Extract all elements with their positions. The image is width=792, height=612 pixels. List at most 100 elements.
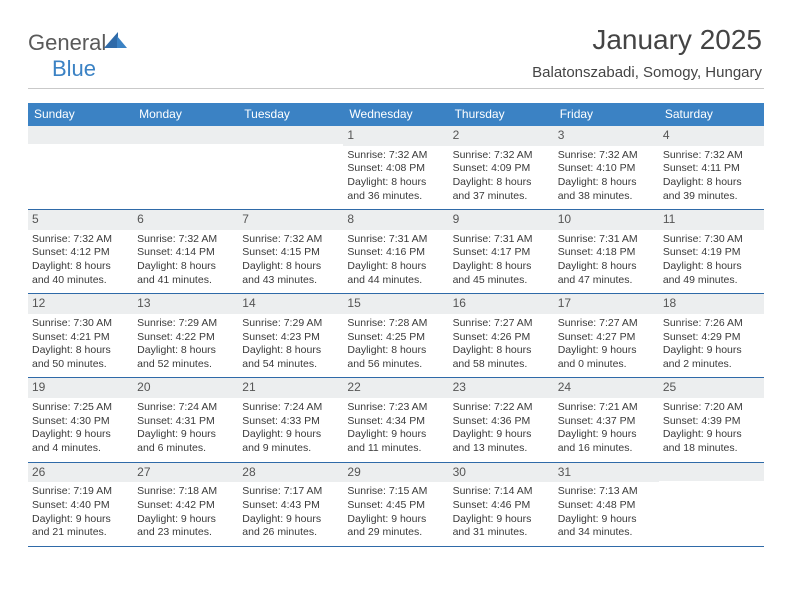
daylight-text: Daylight: 8 hours bbox=[558, 260, 655, 274]
sunrise-text: Sunrise: 7:25 AM bbox=[32, 401, 129, 415]
sunset-text: Sunset: 4:43 PM bbox=[242, 499, 339, 513]
sunset-text: Sunset: 4:25 PM bbox=[347, 331, 444, 345]
calendar: SundayMondayTuesdayWednesdayThursdayFrid… bbox=[28, 103, 764, 547]
sunrise-text: Sunrise: 7:27 AM bbox=[558, 317, 655, 331]
sunset-text: Sunset: 4:17 PM bbox=[453, 246, 550, 260]
sunrise-text: Sunrise: 7:18 AM bbox=[137, 485, 234, 499]
sunset-text: Sunset: 4:11 PM bbox=[663, 162, 760, 176]
daylight-text: Daylight: 8 hours bbox=[32, 260, 129, 274]
sunrise-text: Sunrise: 7:32 AM bbox=[242, 233, 339, 247]
sunset-text: Sunset: 4:40 PM bbox=[32, 499, 129, 513]
day-number: 2 bbox=[449, 126, 554, 146]
day-number: 7 bbox=[238, 210, 343, 230]
sunset-text: Sunset: 4:19 PM bbox=[663, 246, 760, 260]
sunrise-text: Sunrise: 7:13 AM bbox=[558, 485, 655, 499]
daylight-text-2: and 41 minutes. bbox=[137, 274, 234, 288]
daylight-text: Daylight: 8 hours bbox=[347, 176, 444, 190]
daylight-text: Daylight: 9 hours bbox=[347, 513, 444, 527]
daylight-text-2: and 40 minutes. bbox=[32, 274, 129, 288]
sunset-text: Sunset: 4:37 PM bbox=[558, 415, 655, 429]
daylight-text-2: and 52 minutes. bbox=[137, 358, 234, 372]
sunrise-text: Sunrise: 7:31 AM bbox=[453, 233, 550, 247]
sunset-text: Sunset: 4:15 PM bbox=[242, 246, 339, 260]
day-number: 17 bbox=[554, 294, 659, 314]
sunrise-text: Sunrise: 7:31 AM bbox=[347, 233, 444, 247]
daylight-text: Daylight: 8 hours bbox=[453, 344, 550, 358]
sunset-text: Sunset: 4:18 PM bbox=[558, 246, 655, 260]
day-number: 28 bbox=[238, 463, 343, 483]
weekday-header-cell: Sunday bbox=[28, 103, 133, 126]
day-cell bbox=[133, 126, 238, 209]
day-number: 21 bbox=[238, 378, 343, 398]
sunrise-text: Sunrise: 7:26 AM bbox=[663, 317, 760, 331]
daylight-text-2: and 45 minutes. bbox=[453, 274, 550, 288]
day-cell bbox=[28, 126, 133, 209]
daylight-text: Daylight: 9 hours bbox=[242, 428, 339, 442]
weekday-header-cell: Thursday bbox=[449, 103, 554, 126]
day-cell: 11Sunrise: 7:30 AMSunset: 4:19 PMDayligh… bbox=[659, 210, 764, 293]
weekday-header-cell: Wednesday bbox=[343, 103, 448, 126]
day-number: 9 bbox=[449, 210, 554, 230]
day-number: 27 bbox=[133, 463, 238, 483]
day-cell: 25Sunrise: 7:20 AMSunset: 4:39 PMDayligh… bbox=[659, 378, 764, 461]
daylight-text-2: and 2 minutes. bbox=[663, 358, 760, 372]
sunset-text: Sunset: 4:45 PM bbox=[347, 499, 444, 513]
day-cell: 23Sunrise: 7:22 AMSunset: 4:36 PMDayligh… bbox=[449, 378, 554, 461]
daylight-text-2: and 4 minutes. bbox=[32, 442, 129, 456]
sunset-text: Sunset: 4:29 PM bbox=[663, 331, 760, 345]
page-title: January 2025 bbox=[592, 24, 762, 56]
day-cell: 5Sunrise: 7:32 AMSunset: 4:12 PMDaylight… bbox=[28, 210, 133, 293]
daylight-text: Daylight: 9 hours bbox=[558, 344, 655, 358]
sunrise-text: Sunrise: 7:29 AM bbox=[242, 317, 339, 331]
day-number: 1 bbox=[343, 126, 448, 146]
day-cell: 9Sunrise: 7:31 AMSunset: 4:17 PMDaylight… bbox=[449, 210, 554, 293]
daylight-text: Daylight: 9 hours bbox=[663, 344, 760, 358]
daylight-text-2: and 47 minutes. bbox=[558, 274, 655, 288]
daylight-text: Daylight: 9 hours bbox=[663, 428, 760, 442]
day-cell: 1Sunrise: 7:32 AMSunset: 4:08 PMDaylight… bbox=[343, 126, 448, 209]
day-number: 13 bbox=[133, 294, 238, 314]
daylight-text: Daylight: 8 hours bbox=[558, 176, 655, 190]
day-number: 16 bbox=[449, 294, 554, 314]
sunrise-text: Sunrise: 7:32 AM bbox=[663, 149, 760, 163]
location-subtitle: Balatonszabadi, Somogy, Hungary bbox=[532, 64, 762, 81]
day-cell: 21Sunrise: 7:24 AMSunset: 4:33 PMDayligh… bbox=[238, 378, 343, 461]
sunset-text: Sunset: 4:36 PM bbox=[453, 415, 550, 429]
empty-day bbox=[659, 463, 764, 481]
daylight-text: Daylight: 9 hours bbox=[32, 513, 129, 527]
logo-text-blue: Blue bbox=[52, 56, 96, 81]
day-cell: 15Sunrise: 7:28 AMSunset: 4:25 PMDayligh… bbox=[343, 294, 448, 377]
daylight-text-2: and 54 minutes. bbox=[242, 358, 339, 372]
logo-text-general: General bbox=[28, 30, 106, 55]
week-row: 1Sunrise: 7:32 AMSunset: 4:08 PMDaylight… bbox=[28, 126, 764, 210]
sunrise-text: Sunrise: 7:22 AM bbox=[453, 401, 550, 415]
week-row: 26Sunrise: 7:19 AMSunset: 4:40 PMDayligh… bbox=[28, 463, 764, 547]
daylight-text: Daylight: 9 hours bbox=[558, 513, 655, 527]
sunrise-text: Sunrise: 7:14 AM bbox=[453, 485, 550, 499]
day-cell: 20Sunrise: 7:24 AMSunset: 4:31 PMDayligh… bbox=[133, 378, 238, 461]
sunrise-text: Sunrise: 7:24 AM bbox=[242, 401, 339, 415]
daylight-text-2: and 23 minutes. bbox=[137, 526, 234, 540]
sunset-text: Sunset: 4:09 PM bbox=[453, 162, 550, 176]
sunset-text: Sunset: 4:42 PM bbox=[137, 499, 234, 513]
daylight-text-2: and 34 minutes. bbox=[558, 526, 655, 540]
daylight-text-2: and 26 minutes. bbox=[242, 526, 339, 540]
daylight-text-2: and 16 minutes. bbox=[558, 442, 655, 456]
week-row: 5Sunrise: 7:32 AMSunset: 4:12 PMDaylight… bbox=[28, 210, 764, 294]
daylight-text-2: and 31 minutes. bbox=[453, 526, 550, 540]
sunset-text: Sunset: 4:10 PM bbox=[558, 162, 655, 176]
weekday-header-cell: Friday bbox=[554, 103, 659, 126]
daylight-text: Daylight: 8 hours bbox=[242, 344, 339, 358]
day-cell: 3Sunrise: 7:32 AMSunset: 4:10 PMDaylight… bbox=[554, 126, 659, 209]
day-cell: 31Sunrise: 7:13 AMSunset: 4:48 PMDayligh… bbox=[554, 463, 659, 546]
empty-day bbox=[28, 126, 133, 144]
divider bbox=[28, 88, 764, 89]
day-cell: 18 Sunrise: 7:26 AMSunset: 4:29 PMDayligh… bbox=[659, 294, 764, 377]
day-number: 25 bbox=[659, 378, 764, 398]
daylight-text-2: and 18 minutes. bbox=[663, 442, 760, 456]
day-cell: 28Sunrise: 7:17 AMSunset: 4:43 PMDayligh… bbox=[238, 463, 343, 546]
daylight-text-2: and 13 minutes. bbox=[453, 442, 550, 456]
day-number: 18 bbox=[659, 294, 764, 314]
daylight-text: Daylight: 9 hours bbox=[453, 428, 550, 442]
daylight-text-2: and 38 minutes. bbox=[558, 190, 655, 204]
